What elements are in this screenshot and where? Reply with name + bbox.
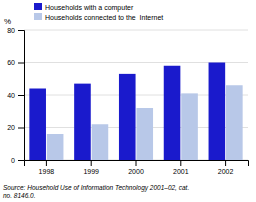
annotation: Source: Household Use of Information Tec… [3, 184, 253, 200]
bar [164, 66, 181, 160]
bar-series [47, 85, 243, 160]
x-axis-line [25, 161, 249, 167]
bar [29, 89, 46, 161]
x-tick-mark [180, 160, 181, 166]
bar [209, 63, 226, 161]
legend-label: Households connected to the Internet [45, 14, 163, 21]
x-tick-mark [225, 160, 226, 166]
y-tick-mark [18, 30, 24, 31]
grid [24, 30, 248, 160]
legend-item: Households with a computer [34, 3, 134, 12]
x-tick: 2002 [218, 160, 234, 175]
y-tick-mark [18, 160, 24, 161]
x-tick-label: 2001 [173, 168, 189, 175]
y-axis-line [18, 31, 25, 161]
x-tick-label: 1998 [39, 168, 55, 175]
y-axis-label: % [4, 17, 11, 26]
x-tick: 1999 [83, 160, 99, 175]
y-tick-label: 0 [11, 157, 15, 164]
x-tick-label: 1999 [83, 168, 99, 175]
legend-item: Households connected to the Internet [34, 13, 163, 21]
bar [47, 134, 64, 160]
y-tick-label: 20 [7, 124, 15, 131]
x-axis: 1998 1999 2000 2001 2002 [25, 160, 249, 175]
legend-swatch [34, 3, 42, 10]
x-tick: 2000 [128, 160, 144, 175]
x-tick-mark [136, 160, 137, 166]
bar-series [29, 63, 225, 161]
y-tick: 60 [7, 59, 24, 66]
x-tick-label: 2002 [218, 168, 234, 175]
legend-label: Households with a computer [45, 4, 134, 12]
bar [74, 84, 91, 160]
chart: 0 20 40 60 80 1998 1999 2000 2001 2002% Households… [0, 0, 256, 202]
bars [29, 63, 242, 161]
y-tick-label: 40 [7, 92, 15, 99]
y-tick-mark [18, 95, 24, 96]
y-tick: 80 [7, 27, 24, 34]
bar [181, 93, 198, 160]
y-tick-mark [18, 63, 24, 64]
bar [92, 124, 109, 160]
x-tick-label: 2000 [128, 168, 144, 175]
x-tick: 1998 [39, 160, 55, 175]
grid-line [24, 30, 248, 31]
legend-swatch [34, 13, 42, 20]
y-tick: 0 [11, 157, 24, 164]
plot: 0 20 40 60 80 1998 1999 2000 2001 2002 [7, 27, 248, 175]
bar [119, 74, 136, 160]
bar [226, 85, 243, 160]
x-tick-mark [46, 160, 47, 166]
y-tick: 20 [7, 124, 24, 131]
y-tick-label: 80 [7, 27, 15, 34]
bar [136, 108, 153, 160]
x-tick-mark [91, 160, 92, 166]
legend: Households with a computer Households con… [34, 3, 163, 21]
y-axis: 0 20 40 60 80 [7, 27, 24, 164]
y-tick-label: 60 [7, 59, 15, 66]
y-tick: 40 [7, 92, 24, 99]
x-tick: 2001 [173, 160, 189, 175]
y-tick-mark [18, 128, 24, 129]
